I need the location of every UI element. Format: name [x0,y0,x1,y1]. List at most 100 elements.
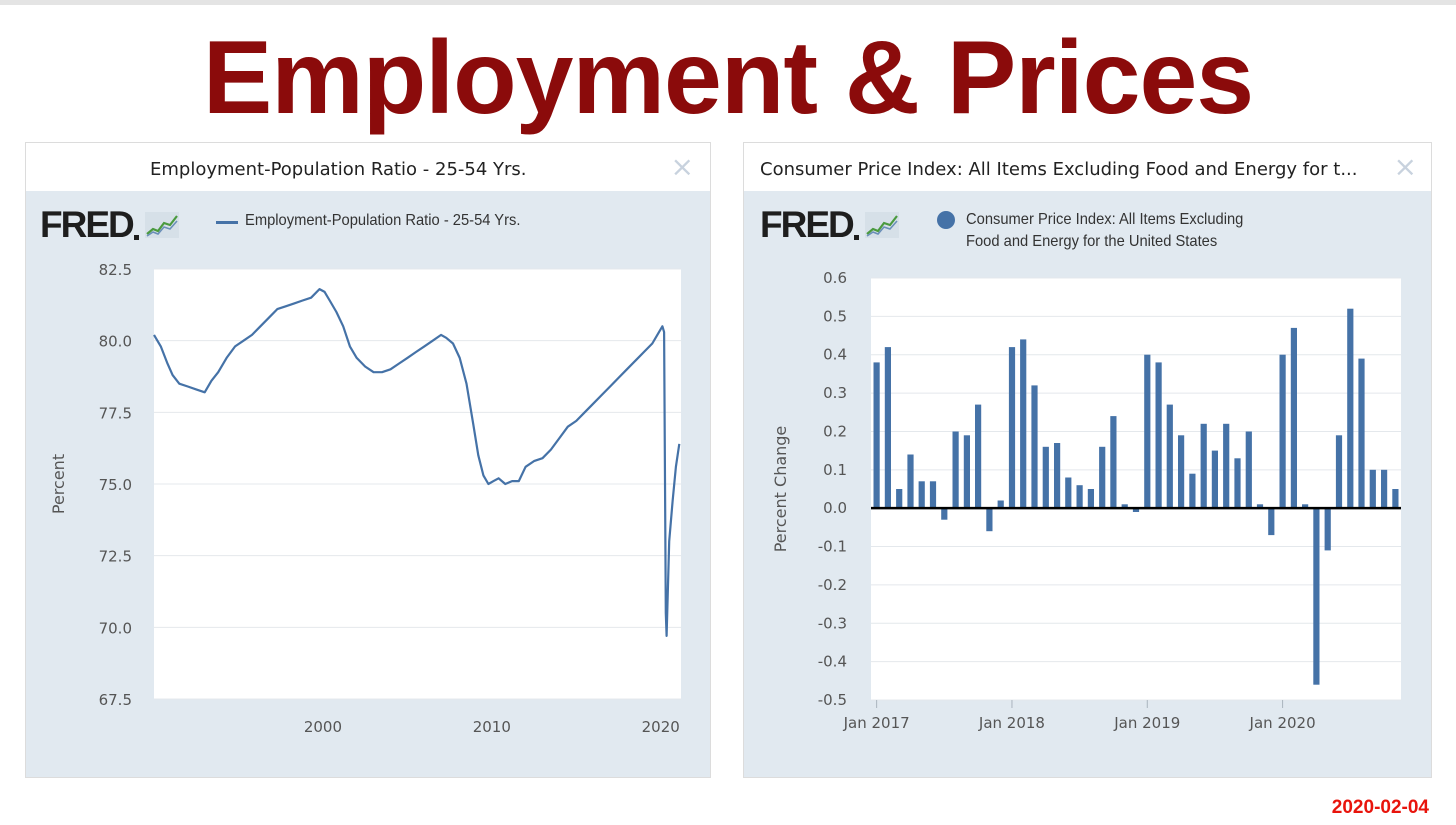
x-tick-label: Jan 2017 [843,714,910,732]
panel-header: Consumer Price Index: All Items Excludin… [744,143,1431,191]
cpi-bar[interactable] [975,404,982,509]
cpi-bar[interactable] [1369,469,1376,509]
plot-background [871,278,1401,700]
cpi-chart-panel: Consumer Price Index: All Items Excludin… [743,142,1432,778]
y-tick-label: 72.5 [99,548,132,566]
y-tick-label: 0.4 [823,346,847,364]
x-tick-label: 2010 [473,718,511,736]
cpi-bar[interactable] [1313,508,1320,685]
cpi-bar[interactable] [1302,504,1309,509]
close-icon[interactable]: × [670,150,694,183]
cpi-bar[interactable] [1087,489,1094,509]
cpi-bar[interactable] [929,481,937,509]
employment-chart-panel: Employment-Population Ratio - 25-54 Yrs.… [25,142,711,778]
cpi-bar[interactable] [1166,404,1173,509]
cpi-bar[interactable] [907,454,914,509]
fred-wordmark: FRED [40,204,135,245]
cpi-bar[interactable] [884,347,891,509]
date-stamp: 2020-02-04 [1331,797,1429,818]
cpi-bar[interactable] [1335,435,1343,509]
cpi-bar[interactable] [1031,385,1038,509]
cpi-bar[interactable] [896,489,903,509]
employment-series-line [153,288,681,637]
employment-line-chart: 82.5 80.0 77.5 75.0 72.5 70.0 67.5 2000 2010 202… [49,261,681,736]
legend-label: Employment-Population Ratio - 25-54 Yrs. [245,212,521,229]
y-axis-label: Percent Change [771,426,790,553]
cpi-bar[interactable] [1144,354,1151,509]
chart-area: FRED Consumer Price Index: All Items Exc… [744,191,1431,777]
y-tick-label: 67.5 [99,691,132,709]
y-axis-label: Percent [49,454,68,514]
cpi-bar[interactable] [1324,508,1331,551]
y-tick-label: 0.3 [823,384,847,402]
legend-line-swatch [216,221,238,224]
y-tick-label: 82.5 [99,261,132,279]
cpi-bar[interactable] [1381,469,1388,509]
cpi-bar[interactable] [963,435,970,509]
cpi-bar[interactable] [952,431,959,509]
x-tick-label: Jan 2019 [1113,714,1180,732]
y-tick-label: 0.0 [823,499,847,517]
cpi-bar[interactable] [1347,308,1354,509]
cpi-bar[interactable] [1110,416,1117,509]
y-tick-label: -0.1 [818,538,847,556]
cpi-bar[interactable] [1392,489,1399,509]
x-tick-label: Jan 2020 [1249,714,1316,732]
cpi-bar[interactable] [1358,358,1365,509]
cpi-bar[interactable] [1211,450,1218,509]
legend-label-line2: Food and Energy for the United States [966,233,1218,250]
page-title: Employment & Prices [202,20,1254,136]
cpi-bar[interactable] [1042,446,1049,509]
cpi-bar[interactable] [1065,477,1072,509]
cpi-bar[interactable] [1279,354,1286,509]
y-tick-label: 0.5 [823,307,847,325]
cpi-bar[interactable] [1223,423,1230,509]
close-icon[interactable]: × [1393,150,1417,183]
cpi-bar[interactable] [1054,443,1061,509]
panel-title: Consumer Price Index: All Items Excludin… [760,159,1358,180]
y-tick-label: -0.3 [818,614,847,632]
y-tick-label: 80.0 [99,333,132,351]
y-tick-label: 77.5 [99,404,132,422]
cpi-bar[interactable] [1256,504,1264,509]
y-tick-label: 0.2 [823,422,847,440]
cpi-bar[interactable] [1245,431,1252,509]
panel-title: Employment-Population Ratio - 25-54 Yrs. [150,159,527,180]
cpi-bar[interactable] [1234,458,1241,509]
cpi-bar[interactable] [1290,327,1297,509]
cpi-bar[interactable] [1155,362,1162,509]
y-tick-label: 0.1 [823,461,847,479]
cpi-bar[interactable] [1268,508,1275,536]
cpi-bar[interactable] [941,508,948,520]
fred-chart-icon [144,212,179,238]
fred-dot [853,234,859,240]
fred-dot [133,234,139,240]
y-tick-label: 0.6 [823,269,847,287]
cpi-bar[interactable] [1178,435,1185,509]
fred-chart-icon [864,212,899,238]
cpi-bar[interactable] [1121,504,1128,509]
y-tick-label: -0.5 [818,691,847,709]
fred-wordmark: FRED [760,204,855,245]
y-tick-label: -0.2 [818,576,847,594]
cpi-bar[interactable] [873,362,880,509]
y-tick-label: 75.0 [99,476,132,494]
cpi-bar[interactable] [1099,446,1106,509]
top-border [0,0,1456,5]
cpi-bar[interactable] [1076,485,1083,509]
cpi-bar[interactable] [1200,423,1207,509]
cpi-bar[interactable] [1008,347,1016,509]
x-tick-label: Jan 2018 [978,714,1045,732]
cpi-bar[interactable] [997,500,1004,509]
x-tick-label: 2020 [642,718,680,736]
cpi-bar[interactable] [1132,508,1140,512]
cpi-bar[interactable] [1020,339,1027,509]
y-tick-label: -0.4 [818,653,847,671]
fred-logo[interactable]: FRED [760,205,899,245]
cpi-bar[interactable] [986,508,993,532]
y-tick-label: 70.0 [99,619,132,637]
cpi-bar[interactable] [918,481,925,509]
cpi-bar[interactable] [1189,473,1196,509]
fred-logo[interactable]: FRED [40,205,179,245]
panel-header: Employment-Population Ratio - 25-54 Yrs.… [26,143,710,191]
